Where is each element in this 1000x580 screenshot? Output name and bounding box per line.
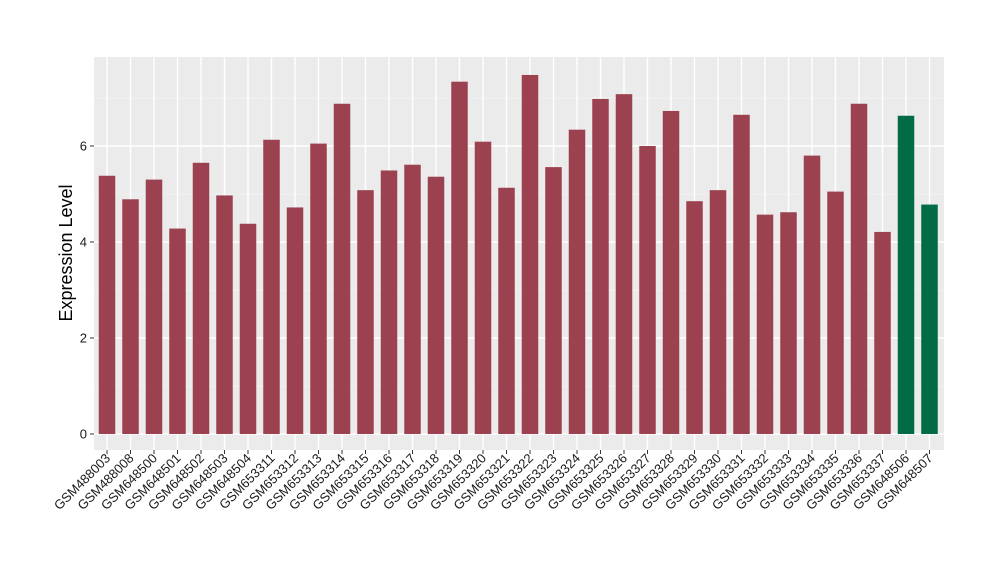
bar-GSM653324 bbox=[568, 129, 586, 434]
bar-GSM648500 bbox=[145, 179, 163, 434]
bar-GSM653328 bbox=[662, 110, 680, 435]
bar-GSM653326 bbox=[615, 94, 633, 434]
bar-GSM653320 bbox=[474, 141, 492, 434]
y-axis: 0 2 4 6 bbox=[80, 139, 94, 442]
bar-GSM653329 bbox=[686, 201, 703, 434]
bar-GSM653313 bbox=[310, 143, 327, 434]
bar-GSM648503 bbox=[216, 195, 233, 434]
bar-GSM653323 bbox=[545, 167, 562, 434]
y-tick-label: 2 bbox=[80, 331, 87, 346]
bar-GSM653316 bbox=[380, 170, 398, 435]
bar-GSM653319 bbox=[451, 81, 468, 435]
bars bbox=[98, 74, 938, 435]
bar-GSM653312 bbox=[286, 207, 304, 434]
bar-GSM653334 bbox=[803, 155, 821, 434]
bar-GSM653333 bbox=[780, 212, 797, 434]
bar-GSM653322 bbox=[521, 74, 539, 435]
plot-panel bbox=[94, 57, 944, 450]
bar-GSM653327 bbox=[639, 146, 656, 434]
bar-GSM653332 bbox=[756, 214, 774, 434]
y-axis-title: Expression Level bbox=[56, 184, 76, 321]
bar-GSM653321 bbox=[498, 187, 515, 434]
bar-GSM653318 bbox=[427, 176, 445, 434]
bar-GSM653335 bbox=[827, 191, 844, 434]
bar-GSM653314 bbox=[333, 103, 351, 434]
bar-GSM648506 bbox=[897, 115, 915, 434]
bar-GSM488003 bbox=[98, 175, 116, 434]
bar-GSM653325 bbox=[592, 98, 609, 435]
bar-GSM653315 bbox=[357, 190, 374, 434]
bar-GSM653317 bbox=[404, 164, 421, 434]
bar-GSM653311 bbox=[263, 139, 280, 434]
bar-GSM648507 bbox=[921, 204, 938, 434]
x-axis: GSM488003GSM488008GSM648500GSM648501GSM6… bbox=[51, 450, 936, 513]
bar-GSM648504 bbox=[239, 223, 257, 434]
bar-GSM653331 bbox=[733, 114, 750, 435]
y-tick-label: 4 bbox=[80, 235, 87, 250]
bar-GSM653336 bbox=[850, 103, 868, 434]
y-tick-label: 6 bbox=[80, 139, 87, 154]
bar-GSM653330 bbox=[709, 190, 727, 434]
y-tick-label: 0 bbox=[80, 427, 87, 442]
bar-GSM488008 bbox=[122, 199, 139, 434]
bar-GSM648501 bbox=[169, 228, 186, 434]
bar-GSM653337 bbox=[874, 231, 891, 434]
bar-GSM648502 bbox=[192, 162, 210, 435]
